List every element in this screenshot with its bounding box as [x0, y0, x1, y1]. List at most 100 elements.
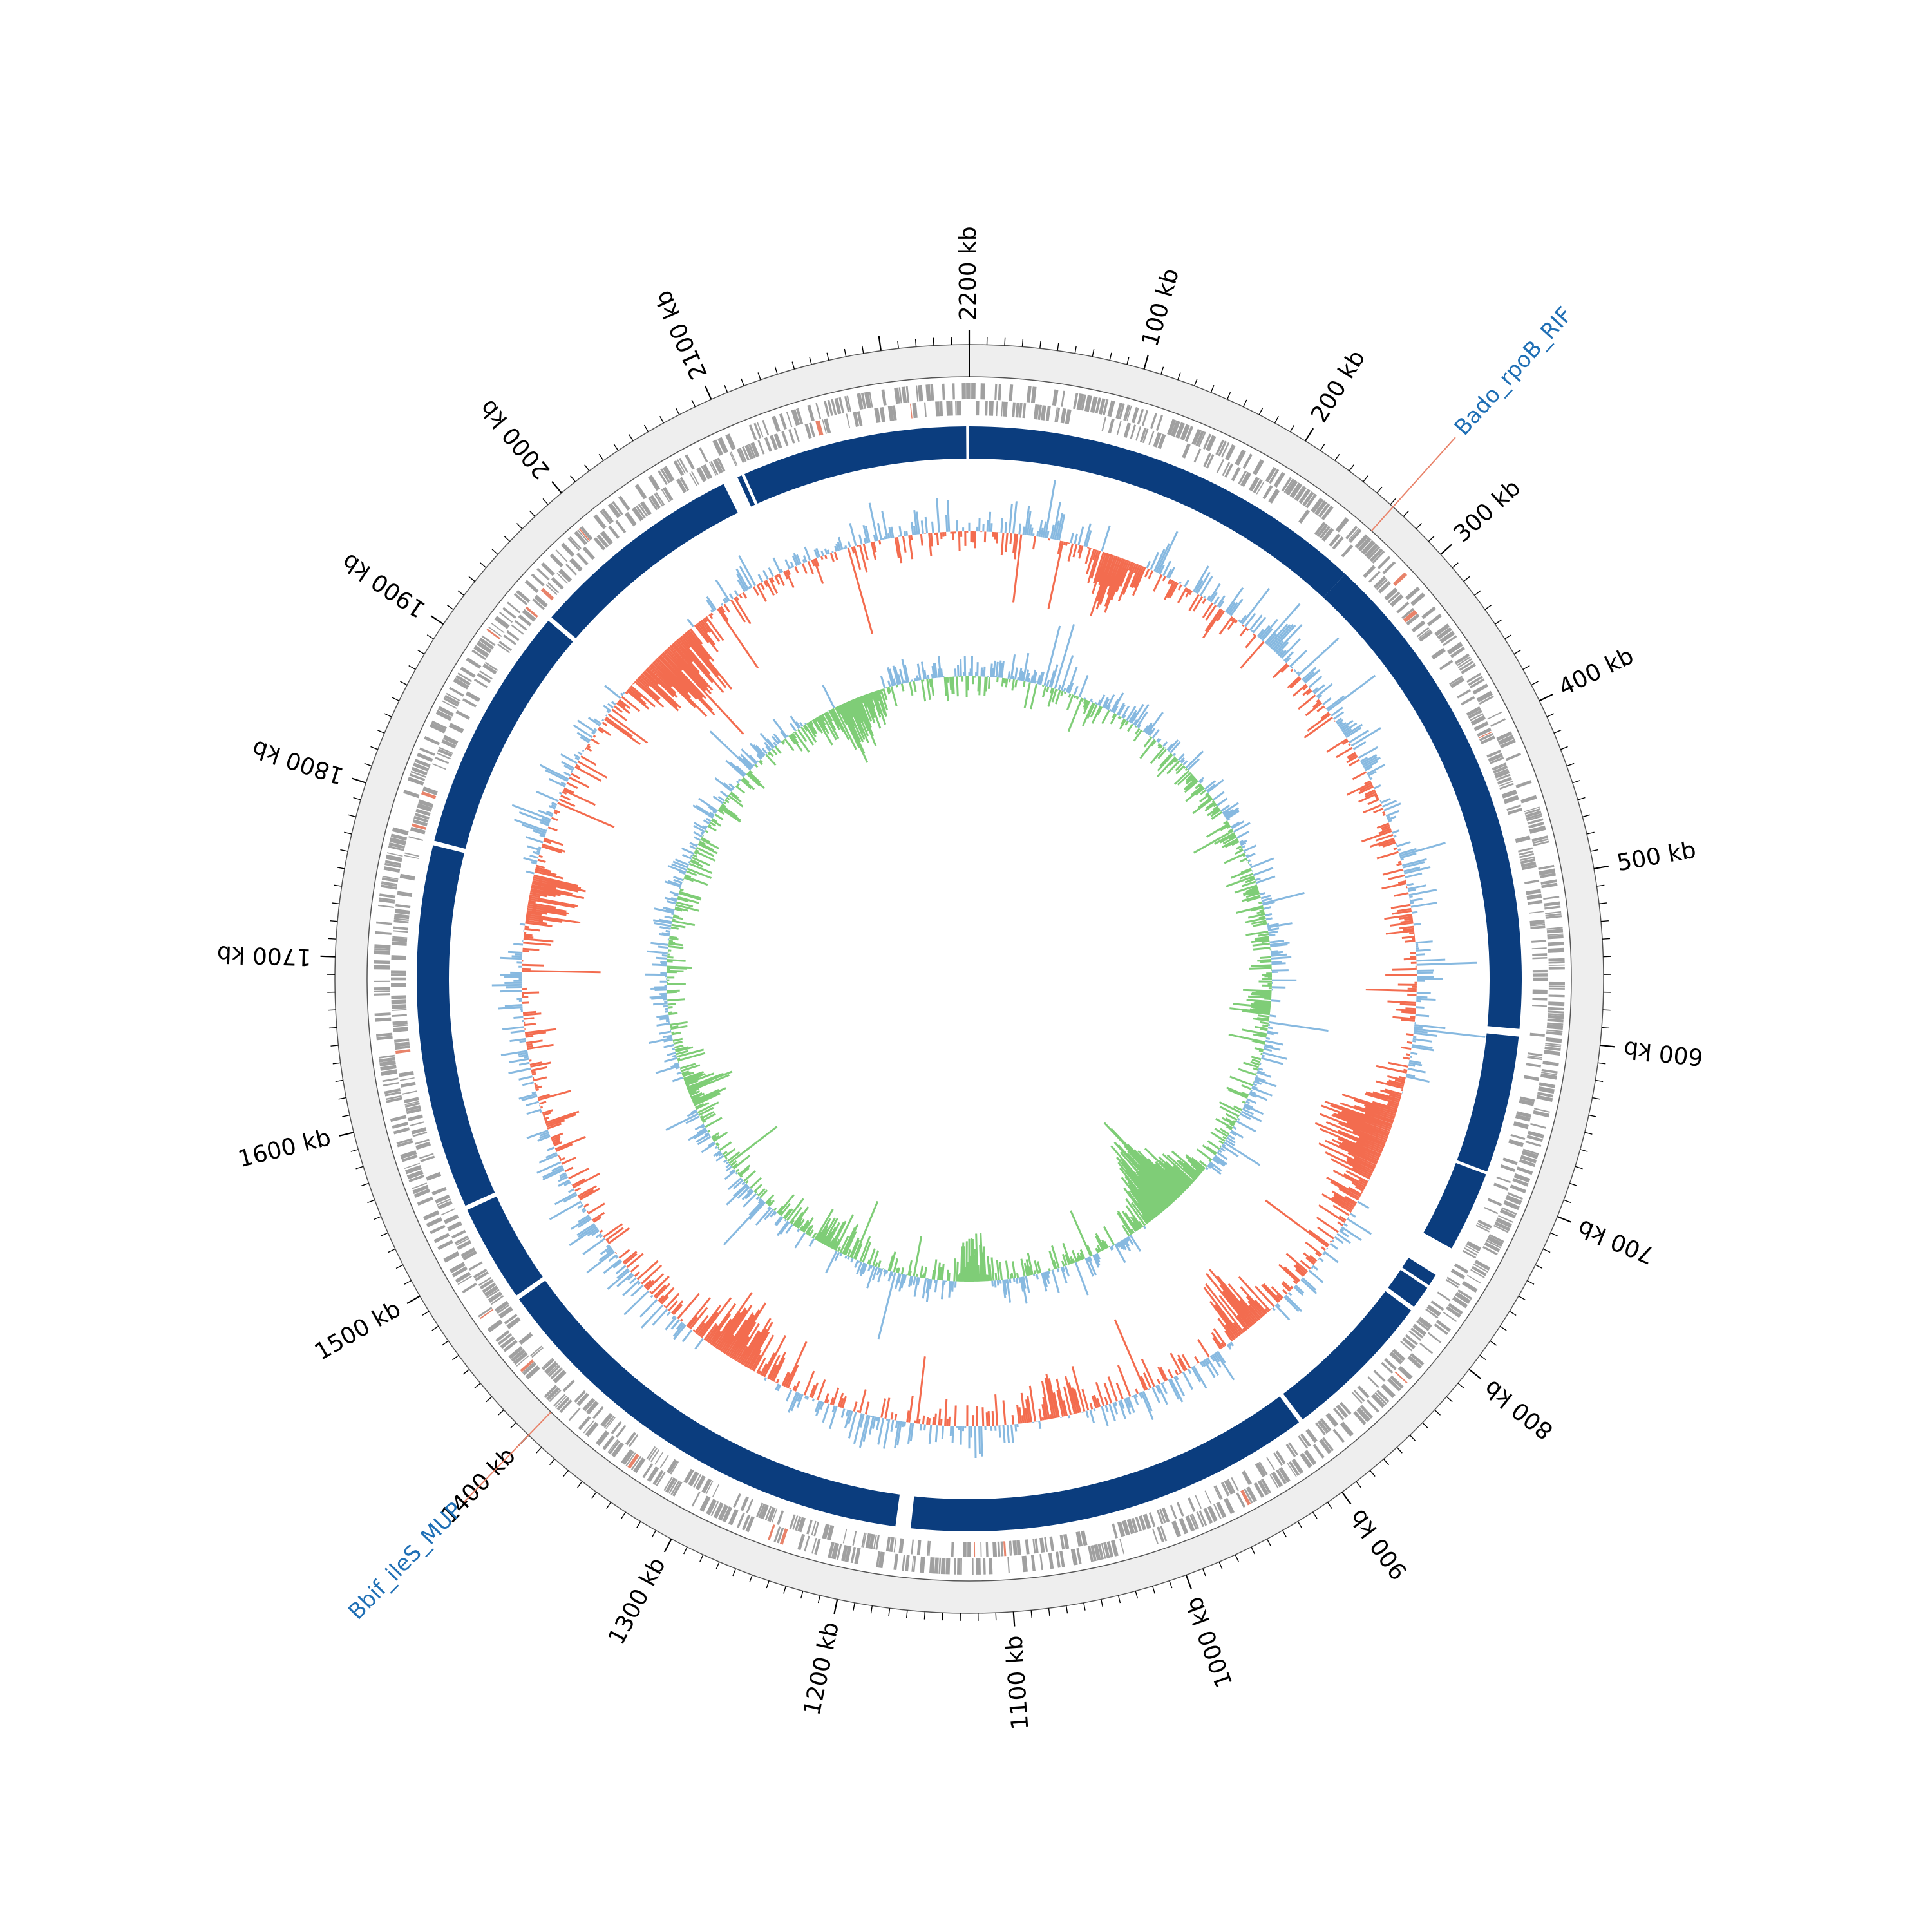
minor-tick — [1428, 535, 1435, 542]
gene-feature — [1110, 1540, 1119, 1557]
gene-feature — [844, 395, 850, 413]
minor-tick — [774, 366, 778, 375]
gene-feature — [717, 457, 726, 472]
gene-feature — [905, 1555, 910, 1572]
gene-feature — [1530, 925, 1546, 930]
gene-feature — [1141, 410, 1149, 426]
gene-feature — [473, 678, 488, 688]
gene-feature — [795, 1516, 802, 1531]
gene-feature — [1479, 732, 1494, 741]
gene-feature — [482, 1282, 497, 1293]
gene-feature — [1510, 1184, 1526, 1194]
gene-feature — [417, 803, 433, 812]
gene-feature — [1471, 1265, 1487, 1276]
minor-tick — [328, 938, 336, 940]
minor-tick — [1563, 1199, 1571, 1204]
gene-feature — [1101, 1542, 1106, 1559]
gene-feature — [518, 1332, 533, 1345]
gene-feature — [375, 931, 392, 935]
gene-feature — [391, 1004, 407, 1009]
gene-feature — [399, 873, 415, 881]
gene-feature — [503, 634, 516, 645]
gene-feature — [378, 899, 395, 904]
gene-feature — [650, 495, 661, 509]
gene-feature — [1466, 1240, 1481, 1252]
gene-feature — [1052, 389, 1059, 406]
gene-feature — [869, 1533, 875, 1549]
tick-label: 2200 kb — [955, 226, 981, 321]
gene-feature — [1434, 623, 1450, 637]
gene-feature — [963, 1542, 967, 1557]
minor-tick — [1101, 1599, 1103, 1607]
minor-tick — [1109, 352, 1112, 361]
minor-tick — [1160, 366, 1164, 375]
gene-feature — [706, 1499, 717, 1515]
minor-tick — [675, 407, 680, 415]
gene-feature — [879, 406, 886, 422]
gene-feature — [1421, 606, 1437, 620]
gene-feature — [1150, 413, 1157, 429]
gene-feature — [1371, 1394, 1386, 1408]
gene-feature — [1001, 401, 1003, 417]
gene-feature — [1325, 1412, 1339, 1427]
gene-feature — [455, 710, 471, 720]
gene-feature — [374, 944, 391, 949]
track-negative — [522, 531, 1417, 1427]
minor-tick — [1504, 634, 1512, 639]
gene-feature — [705, 1480, 714, 1495]
gene-feature — [992, 1541, 998, 1557]
gene-feature — [522, 1361, 535, 1374]
gene-feature — [414, 759, 431, 768]
minor-tick — [1518, 1295, 1526, 1301]
minor-tick — [1320, 444, 1325, 451]
gene-feature — [1161, 1507, 1170, 1522]
gene-feature — [902, 1555, 905, 1571]
gene-feature — [544, 1361, 558, 1375]
gene-feature — [919, 1556, 925, 1573]
contig-block — [737, 475, 755, 507]
gene-feature — [1539, 868, 1556, 876]
gene-feature — [568, 1408, 581, 1421]
gene-feature — [961, 383, 965, 400]
gene-feature — [935, 401, 940, 417]
gene-feature — [559, 1399, 573, 1414]
gene-feature — [650, 1449, 660, 1463]
gene-feature — [1123, 404, 1129, 421]
gene-feature — [1224, 463, 1234, 478]
gene-feature — [1045, 406, 1051, 421]
gene-feature — [583, 1420, 595, 1434]
gene-feature — [630, 1455, 642, 1470]
gene-feature — [615, 520, 627, 534]
gene-feature — [1427, 1332, 1442, 1343]
gene-feature — [1516, 1111, 1531, 1118]
gene-feature — [1318, 1419, 1329, 1434]
gene-feature — [912, 402, 918, 419]
gene-feature — [1545, 1037, 1562, 1043]
gene-feature — [925, 384, 931, 401]
minor-tick — [1048, 1608, 1050, 1616]
gene-feature — [390, 1115, 407, 1122]
gene-feature — [729, 452, 737, 466]
gc-skew-track — [645, 624, 1329, 1340]
gene-feature — [1245, 1486, 1257, 1502]
gene-feature — [1182, 443, 1191, 459]
minor-tick — [361, 1182, 369, 1186]
gene-feature — [1369, 548, 1383, 562]
gene-feature — [887, 406, 895, 421]
gene-feature — [418, 799, 434, 808]
gene-feature — [468, 1261, 483, 1271]
gene-feature — [1531, 947, 1547, 950]
gene-feature — [1374, 1392, 1387, 1405]
gene-feature — [1548, 961, 1565, 964]
minor-tick — [441, 1340, 449, 1346]
gene-feature — [1367, 1376, 1379, 1388]
gene-feature — [1532, 957, 1548, 960]
minor-tick — [888, 1608, 891, 1616]
gene-feature — [1513, 1121, 1529, 1130]
gene-feature — [393, 920, 409, 924]
gene-feature — [1472, 683, 1489, 695]
minor-tick — [1039, 341, 1041, 349]
gene-feature — [1319, 526, 1331, 539]
tick-label: 1500 kb — [310, 1296, 406, 1366]
gene-feature — [1496, 731, 1513, 741]
